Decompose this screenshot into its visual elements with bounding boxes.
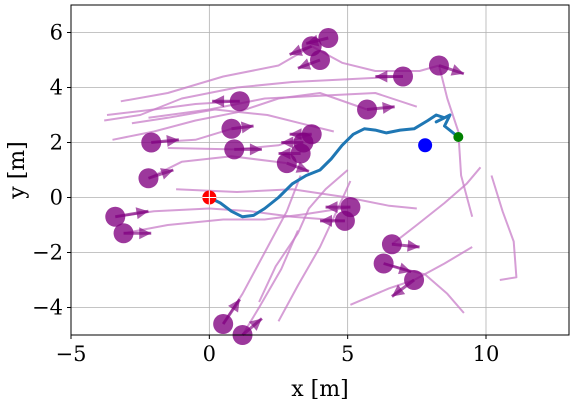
pedestrian-marker xyxy=(428,55,449,76)
x-tick-label: −5 xyxy=(56,342,87,366)
pedestrian-trail-line xyxy=(123,206,351,235)
pedestrian-trail-line xyxy=(148,155,287,180)
pedestrian-arrow-head xyxy=(375,70,388,83)
pedestrian-marker xyxy=(224,139,245,160)
pedestrians xyxy=(105,28,449,345)
robot-path-line xyxy=(207,113,460,219)
grid-lines xyxy=(70,5,569,335)
pedestrian-marker xyxy=(404,270,425,290)
pedestrian-trail-line xyxy=(104,75,404,122)
pedestrian-marker xyxy=(334,210,355,231)
y-tick-label: −4 xyxy=(32,296,63,320)
pedestrian-trail-line xyxy=(120,45,313,103)
pedestrian-marker xyxy=(381,234,402,255)
pedestrian-arrow-head xyxy=(228,299,240,313)
y-tick-label: 6 xyxy=(50,21,63,45)
pedestrian-marker xyxy=(113,223,134,244)
y-tick-label: 2 xyxy=(50,131,63,155)
pedestrian-marker xyxy=(318,28,339,48)
pedestrian-marker xyxy=(213,314,234,334)
goal-marker xyxy=(453,132,464,142)
x-tick-label: 0 xyxy=(203,342,216,366)
pedestrian-marker xyxy=(138,168,159,189)
y-tick-label: −2 xyxy=(32,241,63,265)
pedestrian-arrow-head xyxy=(160,168,174,180)
pedestrian-trails xyxy=(104,45,518,336)
pedestrian-arrow-head xyxy=(320,214,332,227)
pedestrian-marker xyxy=(393,66,413,87)
pedestrian-arrow-head xyxy=(391,284,406,297)
pedestrian-marker xyxy=(310,50,330,70)
axis-ticks: −5 0 5 10 −4 −2 0 2 4 6 xyxy=(32,21,499,367)
pedestrian-arrow-head xyxy=(166,134,179,147)
pedestrian-arrow-head xyxy=(295,161,309,173)
pedestrian-marker xyxy=(141,132,162,153)
pedestrian-arrow-head xyxy=(248,318,262,331)
pedestrian-marker xyxy=(276,153,297,174)
pedestrian-arrow-head xyxy=(281,136,294,149)
pedestrian-marker xyxy=(221,118,242,139)
pedestrian-arrow-head xyxy=(325,201,338,214)
y-tick-label: 0 xyxy=(50,186,63,210)
y-tick-label: 4 xyxy=(50,76,63,100)
pedestrian-arrow-head xyxy=(407,239,420,252)
pedestrian-arrow-head xyxy=(249,143,262,156)
pedestrian-trail-line xyxy=(176,188,417,210)
key-markers xyxy=(202,132,464,205)
pedestrian-trail-line xyxy=(277,180,352,322)
pedestrian-arrow-head xyxy=(450,64,464,76)
robot-marker xyxy=(418,138,433,153)
pedestrian-arrow-head xyxy=(289,44,303,56)
plot-frame xyxy=(70,4,570,336)
robot-path-group xyxy=(207,113,460,219)
pedestrian-trail-line xyxy=(383,262,465,314)
pedestrian-trail-line xyxy=(258,169,349,303)
pedestrian-trail-line xyxy=(311,45,440,72)
pedestrian-arrow-head xyxy=(398,262,412,275)
pedestrian-arrow-head xyxy=(212,95,225,108)
pedestrian-arrow-head xyxy=(139,227,152,240)
pedestrian-marker xyxy=(357,99,378,120)
pedestrian-trail-line xyxy=(490,175,518,281)
pedestrian-arrow-head xyxy=(382,101,395,114)
pedestrian-marker xyxy=(373,253,394,274)
x-tick-label: 10 xyxy=(473,342,500,366)
pedestrian-marker xyxy=(229,91,250,112)
pedestrian-arrow-head xyxy=(135,207,149,220)
y-axis-label: y [m] xyxy=(5,141,30,199)
x-tick-label: 5 xyxy=(341,342,354,366)
pedestrian-marker xyxy=(105,206,126,227)
pedestrian-arrow-head xyxy=(297,58,312,70)
pedestrian-trail-line xyxy=(438,65,474,218)
pedestrian-arrow-head xyxy=(240,121,254,134)
pedestrian-trail-line xyxy=(148,92,418,119)
pedestrian-trail-line xyxy=(131,108,335,133)
x-axis-label: x [m] xyxy=(291,377,348,402)
pedestrian-trail-line xyxy=(391,166,482,246)
